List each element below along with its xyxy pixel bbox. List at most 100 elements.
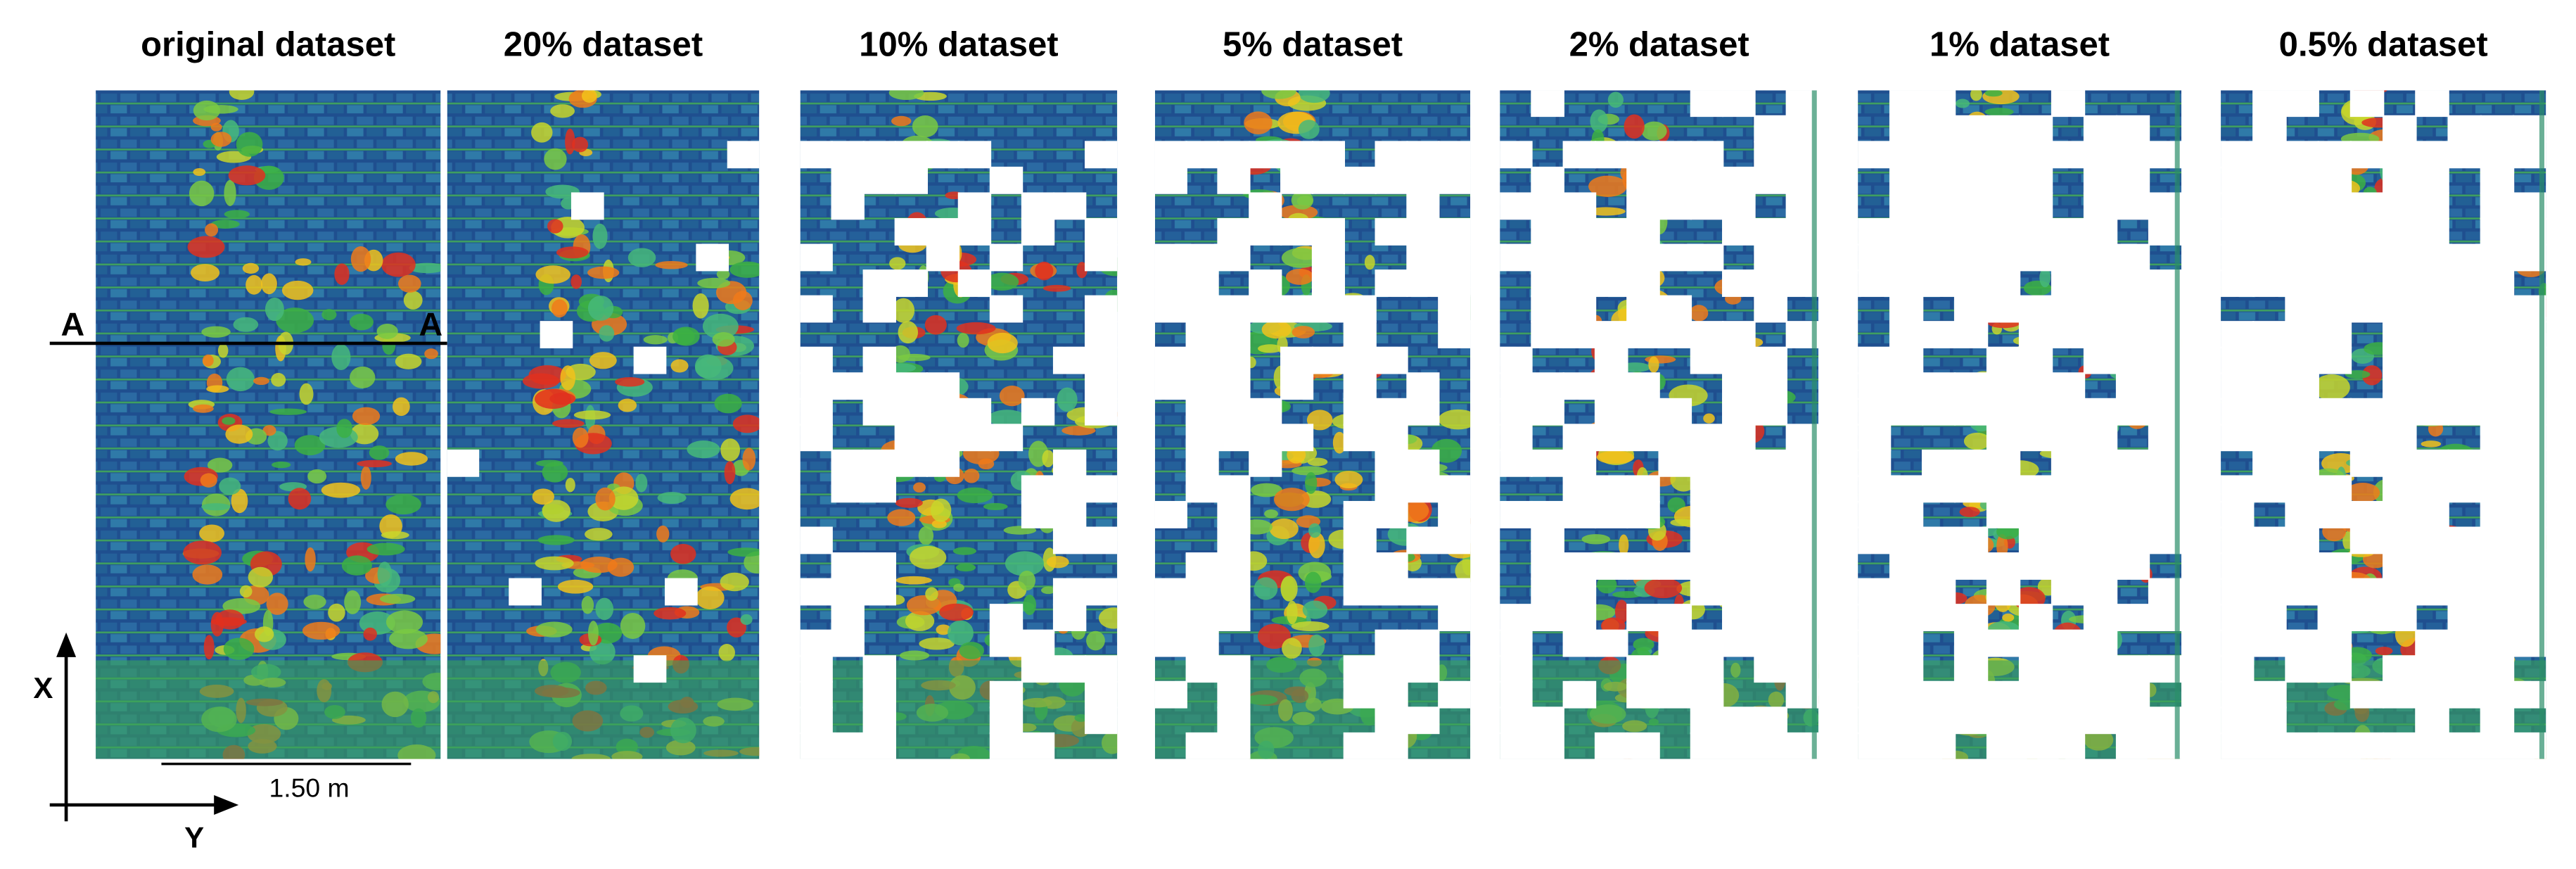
mask [2383, 141, 2417, 169]
vegetation [1291, 191, 1314, 210]
mask [2383, 578, 2417, 606]
vegetation [522, 373, 560, 389]
vegetation [587, 266, 620, 279]
vegetation [202, 354, 214, 367]
mask [1375, 398, 1408, 426]
mask [1438, 680, 1471, 709]
vegetation [205, 223, 219, 237]
mask [1406, 706, 1440, 735]
mask [1690, 192, 1724, 220]
mask [1921, 604, 1956, 632]
mask [2383, 680, 2417, 709]
vegetation [1955, 99, 1970, 108]
mask [894, 141, 929, 169]
wall [96, 90, 441, 759]
mask [2083, 243, 2118, 272]
mask [1626, 475, 1660, 503]
mask [1531, 706, 1564, 735]
mask [1986, 398, 2021, 426]
mask [1406, 629, 1440, 657]
vegetation [557, 579, 594, 594]
vegetation [377, 562, 393, 587]
vegetation [1308, 523, 1321, 538]
mask [1249, 449, 1282, 477]
vegetation [655, 260, 688, 269]
mask [2221, 526, 2255, 554]
mask [2415, 475, 2449, 503]
mask [1889, 295, 1924, 323]
mask [2051, 321, 2086, 349]
mask [1185, 372, 1219, 400]
mask [2349, 141, 2385, 169]
mask [862, 680, 896, 709]
mask [1500, 706, 1533, 735]
vegetation [742, 448, 756, 471]
vegetation [1285, 268, 1314, 285]
mask [2317, 295, 2352, 323]
vegetation [1086, 630, 1105, 651]
vegetation [1269, 518, 1299, 540]
mask [1280, 372, 1314, 400]
mask [2018, 141, 2053, 169]
mask [1858, 424, 1892, 452]
mask [1185, 578, 1219, 606]
mask [1500, 372, 1533, 400]
vegetation [545, 184, 580, 199]
mask [1562, 243, 1597, 272]
mask [1953, 115, 1989, 143]
mask [2317, 192, 2352, 220]
mask [1626, 269, 1660, 297]
vegetation [570, 274, 582, 289]
mask [2415, 321, 2449, 349]
mask [2480, 269, 2515, 297]
mask [800, 424, 833, 452]
mask [1594, 141, 1628, 169]
mask [2317, 346, 2352, 374]
mask [1626, 424, 1660, 452]
mask [1185, 449, 1219, 477]
mask [1754, 500, 1787, 528]
vegetation [1042, 284, 1071, 292]
mask [1889, 243, 1924, 272]
vegetation [912, 115, 938, 138]
mask [2349, 732, 2385, 759]
mask [2480, 449, 2515, 477]
mask [1438, 526, 1471, 554]
vegetation [556, 246, 589, 259]
mask [1052, 475, 1087, 503]
mask [2018, 604, 2053, 632]
mask [1658, 398, 1692, 426]
mask [2252, 192, 2287, 220]
mask [2317, 424, 2352, 452]
mask [2018, 552, 2053, 580]
mask [1858, 449, 1892, 477]
mask [1343, 295, 1377, 323]
mask [1690, 706, 1724, 735]
vegetation [1291, 621, 1330, 632]
panel-title: 0.5% dataset [2279, 25, 2488, 63]
mask [1531, 269, 1564, 297]
mask [989, 706, 1024, 735]
mask [1311, 243, 1346, 272]
vegetation [887, 509, 916, 526]
mask [1438, 269, 1471, 297]
mask [2051, 90, 2086, 118]
mask [894, 424, 929, 452]
vegetation [295, 258, 312, 266]
mask [1858, 500, 1892, 528]
mask [1889, 141, 1924, 169]
mask [2221, 629, 2255, 657]
mask [2447, 732, 2482, 759]
vegetation [939, 603, 974, 621]
mask [1921, 217, 1956, 246]
mask [2447, 269, 2482, 297]
vegetation [1984, 90, 2003, 97]
mask [1889, 500, 1924, 528]
mask [1021, 192, 1055, 220]
mask [2083, 346, 2118, 374]
mask [1185, 655, 1219, 683]
mask [1280, 141, 1314, 169]
mask [1626, 398, 1660, 426]
mask [1722, 398, 1756, 426]
vegetation [1588, 175, 1627, 197]
